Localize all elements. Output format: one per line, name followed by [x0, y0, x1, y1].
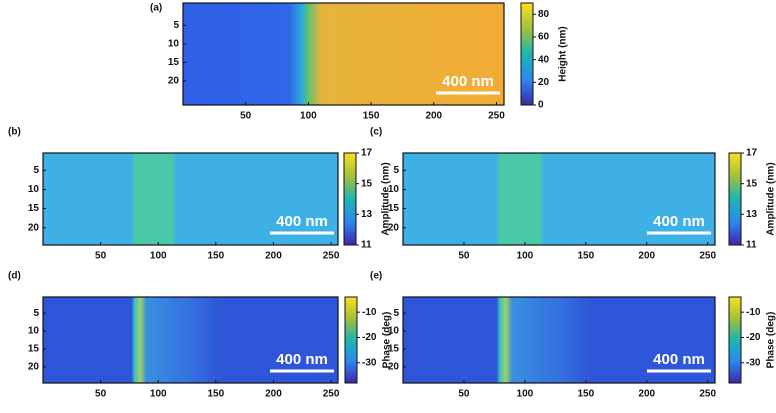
colorbar-tick-label: 20: [538, 77, 550, 88]
colorbar-tick-label: -10: [362, 307, 377, 318]
x-tick-label: 100: [517, 251, 534, 262]
scale-bar-label: 400 nm: [653, 351, 705, 368]
colorbar: [728, 296, 742, 384]
y-tick-label: 15: [28, 344, 40, 355]
colorbar: [520, 2, 534, 106]
x-tick-label: 50: [458, 251, 470, 262]
x-tick-label: 250: [323, 251, 340, 262]
colorbar-tick-label: 13: [746, 209, 758, 220]
heatmap-image: [403, 153, 715, 245]
x-tick-label: 200: [638, 389, 655, 400]
y-tick-label: 10: [388, 184, 400, 195]
y-tick-label: 20: [28, 362, 40, 373]
colorbar-tick-label: 15: [361, 178, 373, 189]
colorbar-label: Amplitude (nm): [766, 162, 776, 235]
colorbar-tick-label: 0: [538, 100, 544, 111]
colorbar-label: Height (nm): [558, 26, 569, 82]
y-tick-label: 15: [28, 203, 40, 214]
y-tick-label: 5: [33, 165, 39, 176]
x-tick-label: 50: [240, 111, 252, 122]
scale-bar-label: 400 nm: [276, 213, 328, 230]
y-tick-label: 15: [388, 203, 400, 214]
colorbar-tick-label: 15: [746, 178, 758, 189]
scale-bar-label: 400 nm: [653, 213, 705, 230]
panel-label: (a): [150, 3, 162, 14]
colorbar-tick-label: 60: [538, 32, 550, 43]
x-tick-label: 150: [208, 389, 225, 400]
y-tick-label: 10: [28, 184, 40, 195]
heatmap-image: [183, 3, 504, 105]
colorbar-tick-label: -30: [362, 357, 377, 368]
y-tick-label: 5: [393, 165, 399, 176]
y-tick-label: 15: [388, 344, 400, 355]
x-tick-label: 150: [577, 251, 594, 262]
x-tick-label: 100: [300, 111, 317, 122]
x-tick-label: 250: [488, 111, 505, 122]
y-tick-label: 10: [168, 38, 180, 49]
y-tick-label: 20: [168, 76, 180, 87]
x-tick-label: 100: [517, 389, 534, 400]
colorbar-tick-label: 11: [361, 240, 372, 251]
x-tick-label: 200: [425, 111, 442, 122]
colorbar: [344, 296, 358, 384]
heatmap-image: [403, 297, 715, 383]
colorbar-tick-label: -30: [746, 357, 761, 368]
colorbar: [728, 152, 742, 246]
x-tick-label: 50: [95, 389, 107, 400]
colorbar-label: Phase (deg): [382, 312, 393, 369]
x-tick-label: 50: [458, 389, 470, 400]
panel-label: (d): [8, 271, 21, 282]
x-tick-label: 200: [265, 251, 282, 262]
scale-bar-label: 400 nm: [276, 351, 328, 368]
colorbar: [343, 152, 357, 246]
colorbar-tick-label: -20: [362, 332, 377, 343]
x-tick-label: 250: [323, 389, 340, 400]
colorbar-tick-label: 40: [538, 54, 550, 65]
colorbar-tick-label: -20: [746, 332, 761, 343]
scale-bar-label: 400 nm: [442, 73, 494, 90]
colorbar-tick-label: 80: [538, 9, 550, 20]
x-tick-label: 150: [577, 389, 594, 400]
y-tick-label: 20: [388, 222, 400, 233]
x-tick-label: 200: [638, 251, 655, 262]
colorbar-tick-label: 11: [746, 240, 757, 251]
plot-frame: [182, 2, 505, 106]
heatmap-image: [43, 153, 338, 245]
y-tick-label: 5: [393, 308, 399, 319]
plot-frame: [402, 152, 716, 246]
plot-frame: [402, 296, 716, 384]
y-tick-label: 20: [28, 222, 40, 233]
plot-frame: [42, 152, 339, 246]
x-tick-label: 150: [208, 251, 225, 262]
y-tick-label: 20: [388, 362, 400, 373]
colorbar-tick-label: 17: [361, 148, 373, 159]
heatmap-image: [43, 297, 338, 383]
x-tick-label: 100: [150, 251, 167, 262]
x-tick-label: 200: [265, 389, 282, 400]
plot-frame: [42, 296, 339, 384]
colorbar-label: Amplitude (nm): [381, 162, 392, 235]
panel-label: (c): [370, 127, 382, 138]
y-tick-label: 10: [28, 326, 40, 337]
y-tick-label: 15: [168, 57, 180, 68]
colorbar-tick-label: -10: [746, 307, 761, 318]
x-tick-label: 50: [95, 251, 107, 262]
x-tick-label: 150: [363, 111, 380, 122]
colorbar-label: Phase (deg): [766, 312, 776, 369]
x-tick-label: 100: [150, 389, 167, 400]
x-tick-label: 250: [699, 251, 716, 262]
y-tick-label: 10: [388, 326, 400, 337]
x-tick-label: 250: [699, 389, 716, 400]
panel-label: (b): [8, 127, 21, 138]
panel-label: (e): [370, 271, 382, 282]
y-tick-label: 5: [173, 20, 179, 31]
y-tick-label: 5: [33, 308, 39, 319]
colorbar-tick-label: 17: [746, 148, 758, 159]
colorbar-tick-label: 13: [361, 209, 373, 220]
